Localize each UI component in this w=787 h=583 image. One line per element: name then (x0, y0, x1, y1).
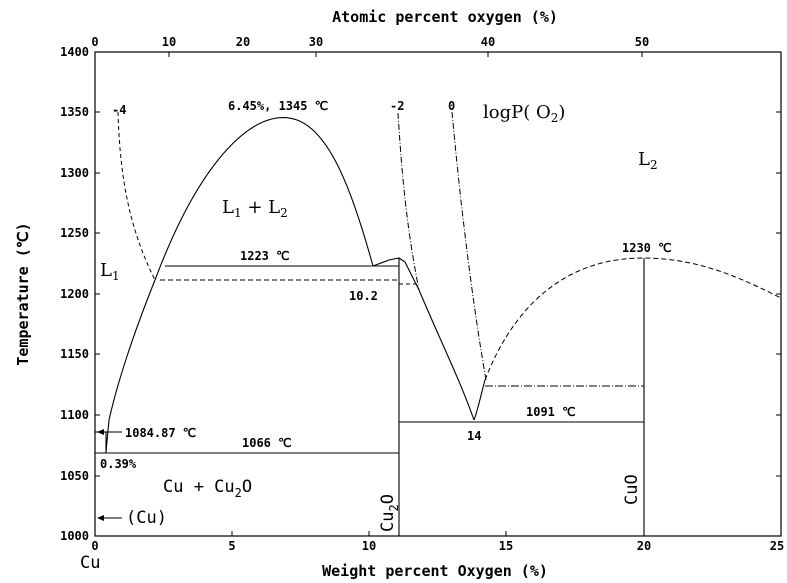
temp-1091-label: 1091 ℃ (526, 405, 576, 419)
cu-solid-label: (Cu) (126, 508, 167, 528)
peak-label: 6.45%, 1345 ℃ (228, 99, 328, 113)
comp-14-label: 14 (467, 429, 481, 443)
top-tick-label: 0 (91, 35, 98, 49)
bottom-axis-title: Weight percent Oxygen (%) (322, 562, 548, 580)
left-ticks (95, 51, 781, 537)
top-axis-title: Atomic percent oxygen (%) (332, 8, 558, 26)
l1-region-label: L1 (100, 260, 120, 283)
x-tick-label: 0 (91, 539, 98, 553)
y-tick-label: 1350 (60, 105, 89, 119)
isobar-label-minus4: -4 (112, 103, 126, 117)
left-tick-labels: 1000 1050 1100 1150 1200 1250 1300 1350 … (60, 45, 89, 543)
top-tick-label: 20 (236, 35, 250, 49)
arrow-1084 (97, 429, 122, 435)
x-ticks (168, 52, 645, 536)
isobar-minus4 (117, 111, 156, 281)
comp-10-2-label: 10.2 (349, 289, 378, 303)
y-tick-label: 1250 (60, 226, 89, 240)
y-tick-label: 1100 (60, 408, 89, 422)
isobar-0 (451, 111, 487, 381)
y-tick-label: 1300 (60, 166, 89, 180)
cu2o-melting-bump (372, 257, 420, 291)
x-tick-label: 20 (637, 539, 651, 553)
cuo-liquidus-curve (473, 379, 486, 421)
miscibility-gap-curve (154, 117, 374, 281)
bottom-tick-labels: 0 5 10 15 20 25 (91, 539, 784, 553)
isobar-minus2 (397, 112, 420, 291)
y-tick-label: 1200 (60, 287, 89, 301)
x-tick-label: 10 (362, 539, 376, 553)
isobar-label-0: 0 (448, 99, 455, 113)
x-tick-label: 5 (228, 539, 235, 553)
isobar-label-minus2: -2 (390, 99, 404, 113)
temp-1223-label: 1223 ℃ (240, 249, 290, 263)
arrow-cu-solid (97, 515, 122, 521)
cu-cu2o-region-label: Cu + Cu2O (163, 477, 252, 500)
top-tick-label: 40 (481, 35, 495, 49)
l2-region-label: L2 (638, 149, 658, 172)
x-tick-label: 15 (499, 539, 513, 553)
temp-1084-label: 1084.87 ℃ (125, 426, 196, 440)
l1-l2-region-label: L1 + L2 (222, 197, 288, 220)
top-tick-label: 30 (309, 35, 323, 49)
x-tick-label: 25 (770, 539, 784, 553)
top-tick-labels: 0 10 20 30 40 50 (91, 35, 649, 49)
cuo-liquidus-dashed (484, 257, 782, 381)
top-tick-label: 50 (635, 35, 649, 49)
temp-1066-label: 1066 ℃ (242, 436, 292, 450)
y-tick-label: 1050 (60, 469, 89, 483)
comp-039-label: 0.39% (100, 457, 137, 471)
logp-label: logP( O2) (483, 102, 565, 125)
temp-1230-label: 1230 ℃ (622, 241, 672, 255)
plot-frame (94, 51, 782, 537)
y-tick-label: 1150 (60, 347, 89, 361)
top-tick-label: 10 (162, 35, 176, 49)
left-axis-title: Temperature (℃) (14, 222, 32, 365)
cuo-phase-label: CuO (622, 474, 642, 505)
y-tick-label: 1400 (60, 45, 89, 59)
cu2o-liquidus-curve (418, 289, 475, 421)
y-tick-label: 1000 (60, 529, 89, 543)
cu2o-phase-label: Cu2O (378, 494, 401, 532)
cu-axis-label: Cu (80, 553, 100, 573)
l1-liquidus-curve (105, 279, 156, 453)
